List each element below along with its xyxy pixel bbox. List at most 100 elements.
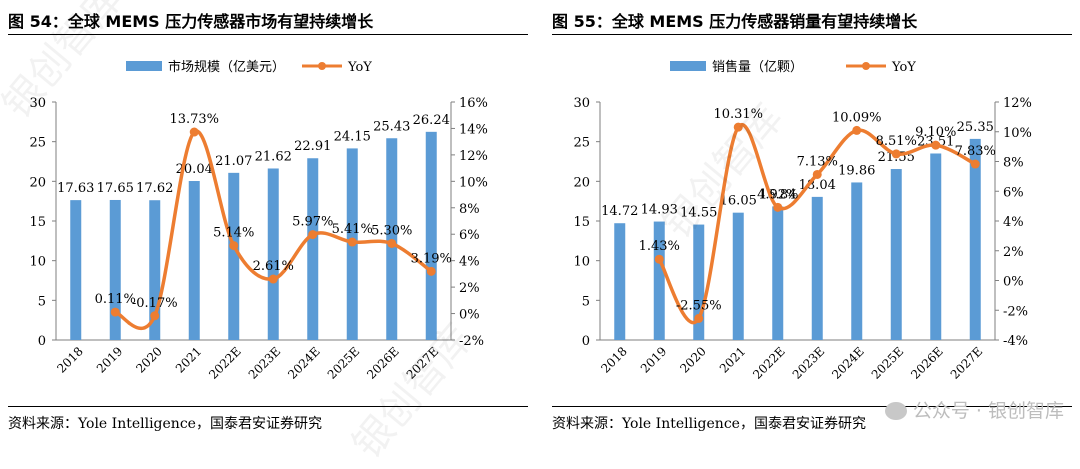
right-tick-label: 2% xyxy=(459,281,480,296)
bar xyxy=(653,221,665,340)
yoy-data-label: 1.43% xyxy=(639,239,680,254)
bar-data-label: 18.04 xyxy=(799,178,836,193)
yoy-point xyxy=(308,230,318,240)
yoy-data-label: 9.10% xyxy=(915,125,956,140)
yoy-point xyxy=(970,159,980,169)
x-tick-label: 2020 xyxy=(677,344,708,375)
bar xyxy=(772,206,784,340)
legend-line-marker xyxy=(318,62,326,70)
right-tick-label: 4% xyxy=(1003,215,1024,230)
figure-54: 图 54：全球 MEMS 压力传感器市场有望持续增长 市场规模（亿美元） YoY 0… xyxy=(8,0,528,456)
yoy-data-label: 13.73% xyxy=(169,112,219,127)
bar-data-label: 24.15 xyxy=(334,129,371,144)
yoy-point xyxy=(733,122,743,132)
yoy-data-label: 10.09% xyxy=(832,110,882,125)
bar xyxy=(811,196,823,340)
x-tick-label: 2023E xyxy=(246,344,284,382)
bar xyxy=(307,158,319,340)
right-tick-label: 14% xyxy=(459,122,488,137)
figure-55: 图 55：全球 MEMS 压力传感器销量有望持续增长 销售量（亿颗） YoY 0 5 1… xyxy=(552,0,1072,456)
figure-title: 图 55：全球 MEMS 压力传感器销量有望持续增长 xyxy=(552,12,918,31)
sales-volume-chart: 销售量（亿颗） YoY 0 5 10 15 20 25 30 -4% -2% 0% 2% 4% 6% 8% 10… xyxy=(573,59,1032,382)
yoy-point xyxy=(773,202,783,212)
bar-data-label: 21.07 xyxy=(215,154,252,169)
bar xyxy=(732,212,744,340)
bar xyxy=(969,138,981,340)
legend-bar-swatch xyxy=(126,61,162,71)
legend-bar-swatch xyxy=(670,61,706,71)
source-rule xyxy=(8,406,528,407)
x-tick-label: 2022E xyxy=(750,344,788,382)
bar-data-label: 14.93 xyxy=(641,203,678,218)
yoy-data-label: 7.13% xyxy=(797,154,838,169)
bar xyxy=(267,168,279,340)
bar-data-label: 17.63 xyxy=(57,181,94,196)
right-tick-label: -2% xyxy=(1003,304,1028,319)
yoy-data-label: -0.17% xyxy=(132,296,178,311)
bar xyxy=(890,169,902,340)
right-tick-label: 4% xyxy=(459,255,480,270)
bar-data-label: 14.72 xyxy=(601,204,638,219)
yoy-data-label: 5.14% xyxy=(213,226,254,241)
bar xyxy=(109,199,121,340)
bar xyxy=(851,182,863,340)
source-note: 资料来源：Yole Intelligence，国泰君安证券研究 xyxy=(8,416,322,432)
bar-data-label: 21.62 xyxy=(255,149,292,164)
yoy-point xyxy=(812,169,822,179)
right-tick-label: 12% xyxy=(1003,96,1032,111)
yoy-point xyxy=(150,311,160,321)
wechat-watermark: 公众号 · 银创智库 xyxy=(884,396,1064,423)
right-tick-label: 0% xyxy=(459,308,480,323)
bar-data-label: 25.35 xyxy=(957,120,994,135)
x-tick-label: 2025E xyxy=(325,344,363,382)
bar-data-label: 14.55 xyxy=(680,206,717,221)
x-tick-label: 2021 xyxy=(173,344,204,375)
left-tick-label: 20 xyxy=(29,175,46,190)
right-tick-label: 10% xyxy=(1003,126,1032,141)
left-tick-label: 15 xyxy=(573,215,590,230)
left-tick-label: 0 xyxy=(38,334,46,349)
yoy-data-label: 5.97% xyxy=(292,215,333,230)
right-tick-label: 8% xyxy=(459,202,480,217)
bar xyxy=(70,200,82,340)
bar xyxy=(693,224,705,340)
legend: 销售量（亿颗） YoY xyxy=(670,59,916,75)
x-tick-label: 2021 xyxy=(717,344,748,375)
right-tick-label: 16% xyxy=(459,96,488,111)
left-tick-label: 30 xyxy=(573,96,590,111)
left-tick-label: 30 xyxy=(29,96,46,111)
yoy-point xyxy=(268,274,278,284)
bar xyxy=(614,223,626,340)
yoy-data-label: 5.41% xyxy=(332,222,373,237)
right-tick-label: 8% xyxy=(1003,156,1024,171)
x-tick-label: 2020 xyxy=(133,344,164,375)
yoy-point xyxy=(347,237,357,247)
source-note: 资料来源：Yole Intelligence，国泰君安证券研究 xyxy=(552,416,866,432)
right-tick-label: -2% xyxy=(459,334,484,349)
legend-bar-label: 市场规模（亿美元） xyxy=(168,59,285,75)
yoy-point xyxy=(189,127,199,137)
x-tick-label: 2027E xyxy=(948,344,986,382)
right-tick-label: 6% xyxy=(1003,185,1024,200)
left-tick-label: 5 xyxy=(582,294,590,309)
left-tick-label: 15 xyxy=(29,215,46,230)
watermark-text: 公众号 · 银创智库 xyxy=(912,400,1064,422)
legend-line-label: YoY xyxy=(891,60,916,75)
x-tick-label: 2019 xyxy=(94,344,125,375)
figure-title: 图 54：全球 MEMS 压力传感器市场有望持续增长 xyxy=(8,12,374,31)
yoy-point xyxy=(426,266,436,276)
left-tick-label: 10 xyxy=(29,255,46,270)
bar-data-label: 22.91 xyxy=(294,139,331,154)
x-tick-label: 2022E xyxy=(206,344,244,382)
yoy-point xyxy=(387,238,397,248)
x-tick-label: 2025E xyxy=(869,344,907,382)
bar xyxy=(188,181,200,340)
x-tick-label: 2018 xyxy=(54,344,85,375)
bar xyxy=(930,153,942,340)
right-tick-label: 10% xyxy=(459,175,488,190)
x-tick-label: 2026E xyxy=(908,344,946,382)
yoy-point xyxy=(110,307,120,317)
left-tick-label: 5 xyxy=(38,294,46,309)
left-tick-label: 25 xyxy=(29,136,46,151)
market-size-chart: 市场规模（亿美元） YoY 0 5 10 15 20 25 30 -2% 0% 2% 4% 6% 8% 10%… xyxy=(29,59,488,382)
